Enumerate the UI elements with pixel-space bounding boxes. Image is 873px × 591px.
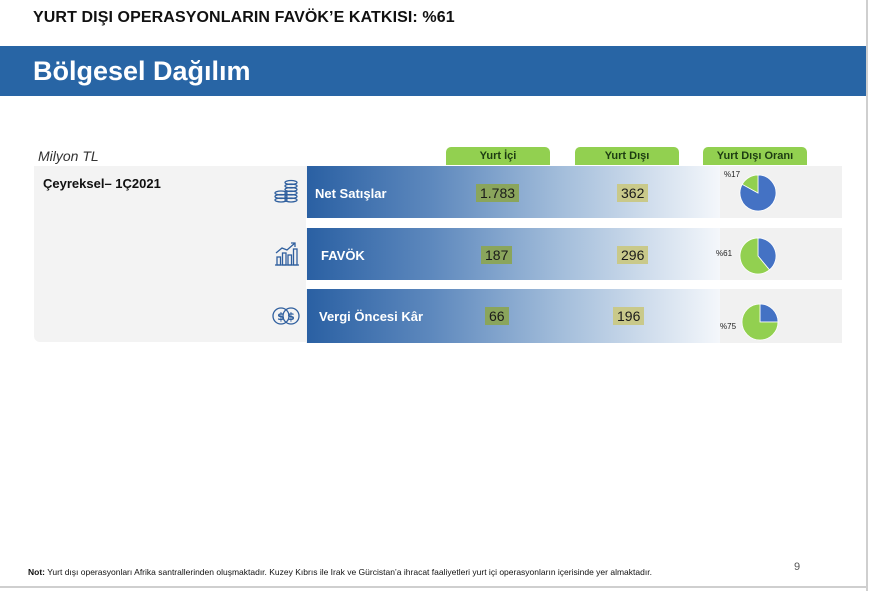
period-panel	[34, 166, 306, 342]
coin-stack-icon	[272, 178, 300, 206]
pie-ebitda	[739, 237, 777, 275]
pie-slice-foreign	[739, 237, 771, 275]
pie-slice-foreign	[741, 174, 759, 194]
value-net-sales-domestic: 1.783	[476, 184, 520, 202]
slide-top-title: YURT DIŞI OPERASYONLARIN FAVÖK’E KATKISI…	[33, 9, 455, 26]
row-bar-ebt	[307, 289, 720, 343]
period-label: Çeyreksel– 1Ç2021	[43, 176, 161, 191]
bar-chart-growth-icon	[273, 240, 301, 268]
banner-title: Bölgesel Dağılım	[33, 56, 251, 86]
share-label-ebt: %75	[720, 322, 737, 331]
page-number: 9	[794, 561, 801, 573]
slide-frame-bottom	[0, 586, 866, 588]
footnote: Not: Yurt dışı operasyonları Afrika sant…	[28, 567, 652, 577]
share-label-net-sales: %17	[724, 170, 741, 179]
column-header-foreign: Yurt Dışı	[575, 147, 679, 165]
value-net-sales-foreign: 362	[617, 184, 649, 202]
value-ebitda-domestic: 187	[481, 246, 513, 264]
column-header-foreign-share: Yurt Dışı Oranı	[703, 147, 807, 165]
pie-net-sales	[739, 174, 777, 212]
value-ebt-domestic: 66	[485, 307, 509, 325]
slide-frame-right	[866, 0, 868, 591]
footnote-text: Yurt dışı operasyonları Afrika santralle…	[45, 567, 652, 577]
pie-ebt	[741, 303, 779, 341]
pie-slice-domestic	[759, 303, 779, 323]
value-ebt-foreign: 196	[613, 307, 645, 325]
pie-slice-foreign	[741, 303, 779, 341]
unit-label: Milyon TL	[38, 148, 99, 164]
row-bar-ebitda	[307, 228, 720, 280]
column-header-domestic: Yurt İçi	[446, 147, 550, 165]
title-banner	[0, 46, 866, 96]
value-ebitda-foreign: 296	[617, 246, 649, 264]
share-label-ebitda: %61	[716, 249, 733, 258]
row-label-ebitda: FAVÖK	[321, 248, 365, 263]
row-label-net-sales: Net Satışlar	[315, 186, 387, 201]
pie-slice-domestic	[757, 237, 777, 271]
row-label-ebt: Vergi Öncesi Kâr	[319, 309, 424, 324]
svg-text:$: $	[287, 310, 295, 323]
footnote-prefix: Not:	[28, 567, 45, 577]
svg-text:$: $	[277, 310, 285, 323]
dollar-coins-icon: $ $	[271, 302, 300, 330]
